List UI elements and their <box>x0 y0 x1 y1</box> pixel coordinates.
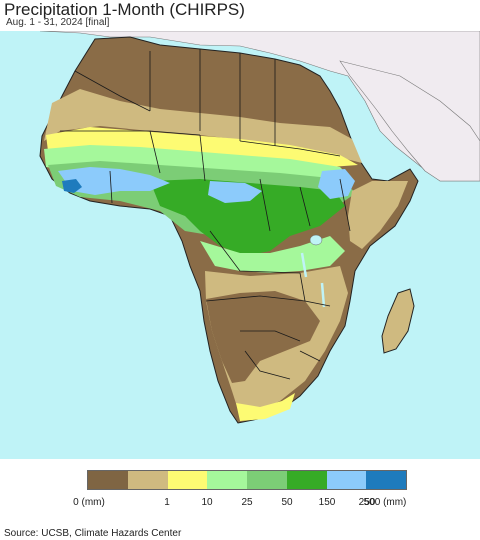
legend-swatch-0 <box>88 471 128 489</box>
legend-swatch-1 <box>127 471 168 489</box>
madagascar <box>381 288 415 354</box>
legend-swatch-5 <box>286 471 327 489</box>
horn-of-africa <box>348 181 408 249</box>
lake-malawi <box>320 282 326 308</box>
map-canvas <box>0 31 480 459</box>
wet-zone-west <box>58 167 170 195</box>
southern-light-green <box>200 236 345 273</box>
legend-label-5: 150 <box>318 497 336 508</box>
legend-swatch-4 <box>247 471 287 489</box>
legend-swatch-7 <box>366 471 406 489</box>
southern-dry-zone <box>206 291 320 383</box>
legend-label-3: 25 <box>241 497 253 508</box>
legend-swatch-6 <box>326 471 367 489</box>
lake-tanganyika <box>300 252 308 278</box>
legend-swatch-2 <box>167 471 208 489</box>
legend-label-6: 250 <box>358 497 376 508</box>
page-title: Precipitation 1-Month (CHIRPS) <box>4 0 245 19</box>
legend-label-2: 10 <box>201 497 213 508</box>
legend-color-bar <box>87 470 407 490</box>
legend-label-1: 1 <box>164 497 170 508</box>
page-subtitle: Aug. 1 - 31, 2024 [final] <box>6 17 110 28</box>
wet-zone-central <box>208 181 262 203</box>
country-borders <box>60 49 351 380</box>
lake-victoria <box>309 234 323 246</box>
cape-coast <box>236 393 295 421</box>
yellow-band <box>46 127 358 167</box>
legend: 0 (mm) 1 10 25 50 150 250 500 (mm) <box>0 459 480 521</box>
legend-label-7: 500 (mm) <box>363 497 407 508</box>
wet-zone-coast <box>62 179 82 193</box>
wet-zone-ethiopia <box>318 169 355 199</box>
legend-swatch-3 <box>207 471 247 489</box>
legend-label-0: 0 (mm) <box>73 497 105 508</box>
dark-green-zone <box>150 179 345 256</box>
source-credit: Source: UCSB, Climate Hazards Center <box>4 528 182 539</box>
light-green-band <box>44 145 352 181</box>
legend-label-4: 50 <box>281 497 293 508</box>
precipitation-map <box>0 31 480 459</box>
arabian-peninsula <box>339 60 480 182</box>
